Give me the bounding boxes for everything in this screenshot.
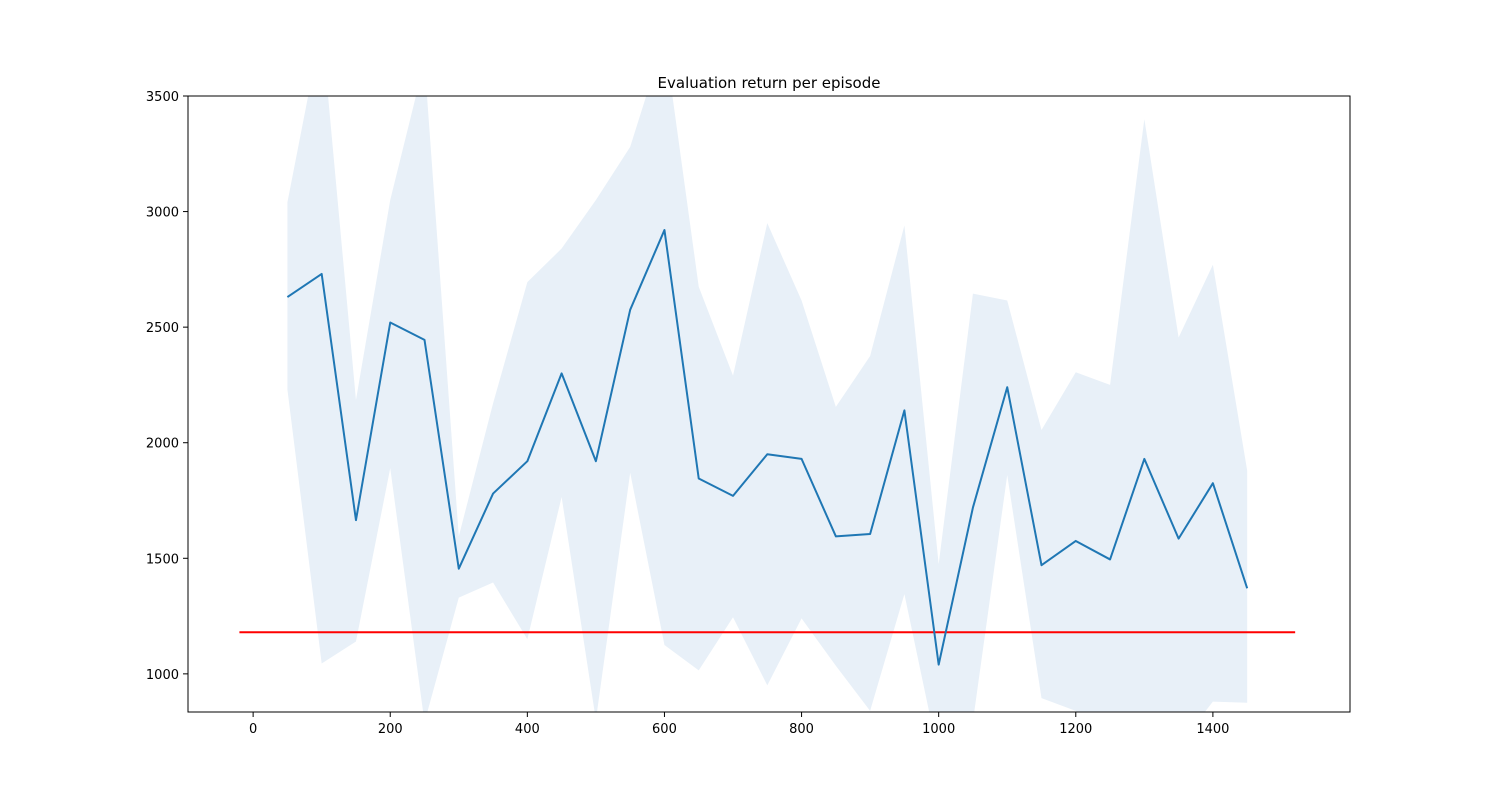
data-point — [320, 272, 324, 276]
x-tick-label: 1000 — [922, 722, 955, 737]
data-point — [1245, 586, 1249, 590]
x-tick-label: 600 — [652, 722, 677, 737]
data-point — [731, 494, 735, 498]
data-point — [1142, 457, 1146, 461]
y-tick-label: 1500 — [146, 552, 179, 567]
x-tick-label: 400 — [515, 722, 540, 737]
data-point — [1040, 563, 1044, 567]
data-point — [1074, 539, 1078, 543]
y-tick-label: 3000 — [146, 206, 179, 221]
data-point — [354, 518, 358, 522]
data-point — [423, 338, 427, 342]
data-point — [834, 534, 838, 538]
data-point — [594, 459, 598, 463]
data-point — [560, 371, 564, 375]
x-tick-label: 0 — [249, 722, 257, 737]
x-tick-label: 800 — [789, 722, 814, 737]
y-tick-label: 2500 — [146, 321, 179, 336]
data-point — [457, 567, 461, 571]
data-point — [388, 321, 392, 325]
x-tick-label: 1200 — [1059, 722, 1092, 737]
data-point — [868, 532, 872, 536]
data-point — [628, 308, 632, 312]
y-tick-label: 3500 — [146, 90, 179, 105]
data-point — [800, 457, 804, 461]
data-point — [1005, 385, 1009, 389]
data-point — [1108, 557, 1112, 561]
data-point — [971, 505, 975, 509]
data-point — [491, 492, 495, 496]
data-point — [697, 477, 701, 481]
data-point — [937, 663, 941, 667]
data-point — [902, 408, 906, 412]
plot-frame — [187, 95, 1351, 713]
confidence-band — [287, 96, 1248, 712]
data-point — [285, 295, 289, 299]
chart-title: Evaluation return per episode — [658, 74, 881, 92]
x-tick-label: 200 — [378, 722, 403, 737]
y-tick-label: 2000 — [146, 437, 179, 452]
data-point — [765, 452, 769, 456]
data-point — [525, 459, 529, 463]
data-point — [1177, 537, 1181, 541]
data-point — [1211, 481, 1215, 485]
x-tick-label: 1400 — [1196, 722, 1229, 737]
data-point — [662, 228, 666, 232]
y-tick-label: 1000 — [146, 668, 179, 683]
series-line — [286, 229, 1249, 666]
